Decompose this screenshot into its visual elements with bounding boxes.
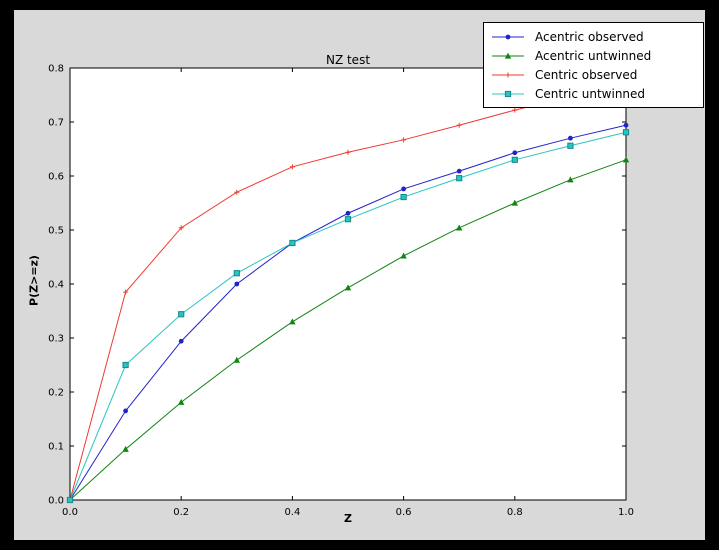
marker-square — [622, 129, 630, 136]
legend-sample-acentric-untwinned — [492, 52, 524, 59]
marker-triangle — [178, 398, 185, 405]
marker-triangle — [504, 52, 512, 59]
marker-circle — [178, 338, 184, 344]
x-tick-label: 1.0 — [618, 507, 634, 518]
chart-canvas: 0.0 0.2 0.4 0.6 0.8 1.0 0.0 0.1 0.2 0.3 0.4 0.5 0.6 0… — [48, 64, 634, 519]
legend-item-acentric-observed: Acentric observed — [490, 27, 697, 46]
marker-circle — [512, 150, 518, 156]
x-tick-label: 0.4 — [284, 507, 300, 518]
y-axis-label: P(Z>=z) — [27, 255, 41, 306]
legend-item-acentric-untwinned: Acentric untwinned — [490, 46, 697, 65]
x-tick-label: 0.6 — [396, 507, 412, 518]
marker-square — [511, 156, 518, 163]
marker-square — [233, 270, 240, 277]
y-tick-label: 0.0 — [48, 496, 64, 507]
marker-triangle — [122, 445, 129, 452]
legend-label: Centric untwinned — [535, 86, 646, 101]
marker-square — [289, 239, 296, 247]
x-tick-label: 0.2 — [173, 507, 189, 518]
legend-sample-centric-untwinned — [492, 90, 524, 97]
marker-circle — [123, 408, 128, 414]
y-tick-label: 0.7 — [48, 118, 64, 129]
chart-title: NZ test — [325, 53, 371, 67]
x-tick-label: 0.0 — [62, 507, 78, 518]
marker-circle — [234, 281, 240, 287]
marker-circle — [623, 122, 629, 128]
legend-label: Centric observed — [535, 67, 638, 82]
legend: Acentric observed Acentric untwinned Centr… — [483, 22, 704, 108]
legend-item-centric-untwinned: Centric untwinned — [490, 84, 697, 103]
marker-square — [567, 142, 574, 149]
marker-triangle — [233, 356, 240, 363]
plot-area — [69, 67, 627, 501]
marker-triangle — [400, 252, 407, 259]
y-tick-label: 0.1 — [48, 442, 64, 453]
marker-square — [456, 175, 463, 182]
x-axis-label: Z — [344, 512, 352, 525]
y-tick-label: 0.5 — [48, 226, 64, 237]
y-tick-label: 0.8 — [48, 64, 64, 75]
legend-sample-centric-observed — [492, 72, 524, 77]
marker-square — [344, 216, 352, 223]
marker-triangle — [511, 199, 518, 206]
marker-square — [504, 90, 512, 97]
marker-square — [122, 361, 129, 369]
figure: 0.0 0.2 0.4 0.6 0.8 1.0 0.0 0.1 0.2 0.3 0.4 0.5 0.6 0… — [14, 10, 705, 540]
marker-triangle — [289, 318, 296, 325]
marker-circle — [568, 135, 573, 141]
y-tick-label: 0.6 — [48, 172, 64, 183]
legend-label: Acentric untwinned — [535, 48, 652, 63]
y-tick-label: 0.3 — [48, 334, 64, 345]
x-tick-label: 0.8 — [507, 507, 523, 518]
marker-square — [66, 496, 74, 504]
legend-label: Acentric observed — [535, 29, 644, 44]
y-tick-label: 0.4 — [48, 280, 64, 291]
marker-circle — [505, 34, 511, 39]
marker-circle — [456, 168, 462, 174]
legend-sample-acentric-observed — [492, 34, 524, 39]
marker-circle — [345, 210, 351, 216]
marker-triangle — [567, 176, 574, 183]
legend-item-centric-observed: Centric observed — [490, 65, 697, 84]
y-tick-label: 0.2 — [48, 388, 64, 399]
marker-square — [178, 311, 185, 318]
marker-square — [400, 193, 407, 201]
marker-triangle — [344, 284, 352, 291]
marker-triangle — [622, 156, 630, 163]
marker-triangle — [456, 224, 463, 231]
marker-circle — [401, 186, 406, 192]
